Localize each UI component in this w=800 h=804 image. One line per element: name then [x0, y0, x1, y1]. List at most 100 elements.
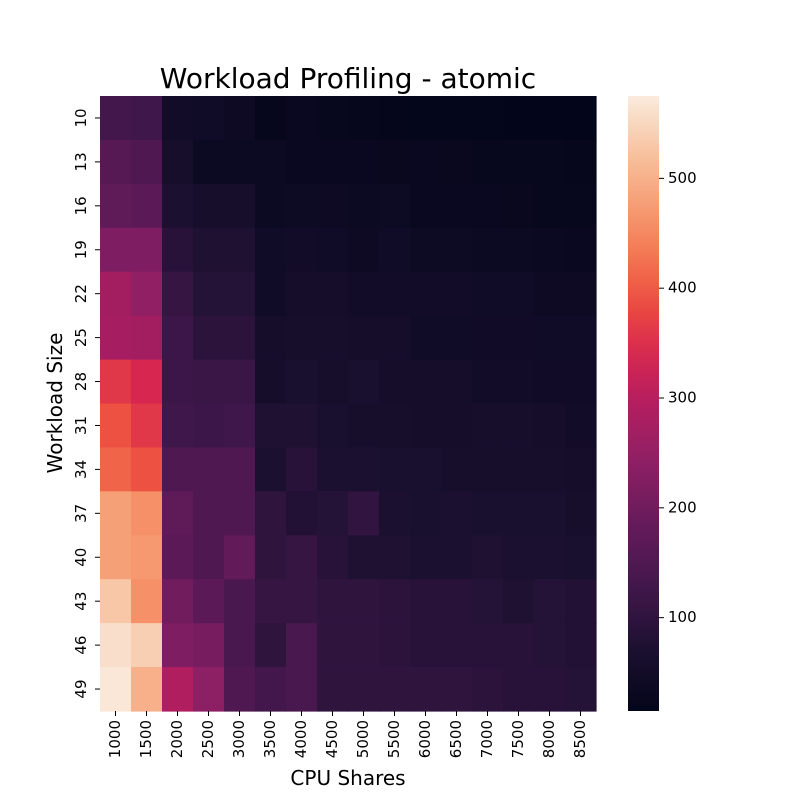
heatmap-cell [534, 359, 566, 405]
heatmap-cell [131, 183, 163, 229]
heatmap-cell [565, 315, 597, 361]
heatmap-cell [565, 447, 597, 492]
heatmap-cell [441, 623, 473, 668]
heatmap-cell [503, 579, 535, 624]
heatmap-cell [131, 139, 163, 185]
y-tick-label: 10 [72, 108, 90, 127]
heatmap-cell [224, 315, 256, 361]
heatmap-cell [410, 183, 442, 229]
heatmap-cell [162, 403, 194, 449]
x-tick-label: 2500 [199, 720, 217, 758]
heatmap-cell [472, 491, 504, 536]
heatmap-cell [100, 623, 132, 668]
heatmap-cell [131, 579, 163, 624]
heatmap-cell [410, 579, 442, 624]
heatmap-cell [317, 579, 349, 624]
heatmap-cell [348, 183, 380, 229]
heatmap-cell [379, 447, 411, 492]
heatmap-cell [317, 447, 349, 492]
x-tick-label: 6500 [447, 720, 465, 758]
heatmap-cell [441, 96, 473, 141]
y-tick-label: 40 [72, 548, 90, 567]
y-tick-label: 19 [72, 240, 90, 259]
y-tick-label: 34 [72, 460, 90, 479]
heatmap-cell [565, 227, 597, 273]
heatmap-cell [100, 139, 132, 185]
heatmap-cell [441, 359, 473, 405]
heatmap-cell [131, 227, 163, 273]
heatmap-cell [224, 535, 256, 580]
heatmap-cell [131, 535, 163, 580]
heatmap-cell [162, 535, 194, 580]
heatmap-cell [286, 183, 318, 229]
heatmap-cell [193, 139, 225, 185]
heatmap-cell [379, 491, 411, 536]
heatmap-cell [379, 227, 411, 273]
heatmap-cell [503, 96, 535, 141]
heatmap-cell [224, 183, 256, 229]
colorbar-tick-label: 100 [668, 608, 697, 626]
heatmap-cell [162, 271, 194, 317]
heatmap-cell [534, 535, 566, 580]
heatmap-cell [410, 403, 442, 449]
heatmap-cell [317, 359, 349, 405]
x-tick-label: 6000 [416, 720, 434, 758]
heatmap-cell [193, 623, 225, 668]
heatmap-cell [317, 535, 349, 580]
heatmap-cell [162, 139, 194, 185]
x-tick-label: 4500 [323, 720, 341, 758]
heatmap-cell [565, 491, 597, 536]
heatmap-cell [379, 271, 411, 317]
heatmap-cell [317, 403, 349, 449]
heatmap-cell [317, 271, 349, 317]
heatmap-cell [565, 359, 597, 405]
heatmap-cell [162, 579, 194, 624]
heatmap-cell [410, 491, 442, 536]
heatmap-cell [317, 623, 349, 668]
colorbar [628, 96, 659, 711]
heatmap-cell [472, 96, 504, 141]
heatmap-cell [503, 183, 535, 229]
heatmap-cell [193, 579, 225, 624]
heatmap-cell [162, 227, 194, 273]
heatmap-cell [224, 139, 256, 185]
heatmap-cell [410, 96, 442, 141]
heatmap-cell [379, 139, 411, 185]
heatmap-cell [472, 139, 504, 185]
heatmap-cell [441, 579, 473, 624]
heatmap-cell [472, 447, 504, 492]
y-tick-label: 49 [72, 679, 90, 698]
heatmap-cell [534, 447, 566, 492]
heatmap-cell [224, 403, 256, 449]
heatmap-cell [255, 403, 287, 449]
heatmap-cell [255, 491, 287, 536]
heatmap-cell [255, 96, 287, 141]
heatmap-cell [503, 491, 535, 536]
heatmap-cell [193, 403, 225, 449]
heatmap-cell [100, 579, 132, 624]
y-tick-label: 31 [72, 416, 90, 435]
heatmap-cell [162, 359, 194, 405]
heatmap-cell [534, 667, 566, 712]
heatmap-cell [472, 359, 504, 405]
y-axis-ticks: 10 13 16 19 22 25 28 31 34 37 40 43 46 49 [72, 108, 100, 699]
x-tick-label: 5000 [354, 720, 372, 758]
heatmap-cell [472, 535, 504, 580]
heatmap-cell [286, 579, 318, 624]
y-tick-label: 16 [72, 196, 90, 215]
heatmap-cell [379, 183, 411, 229]
heatmap-cell [131, 623, 163, 668]
y-tick-label: 46 [72, 636, 90, 655]
heatmap-cell [286, 491, 318, 536]
heatmap-cell [348, 579, 380, 624]
colorbar-tick-label: 400 [668, 279, 697, 297]
heatmap-cell [534, 227, 566, 273]
heatmap-cell [255, 359, 287, 405]
heatmap-cell [224, 271, 256, 317]
heatmap-cell [441, 535, 473, 580]
heatmap-cell [317, 227, 349, 273]
heatmap-cell [441, 447, 473, 492]
heatmap-cell [472, 271, 504, 317]
